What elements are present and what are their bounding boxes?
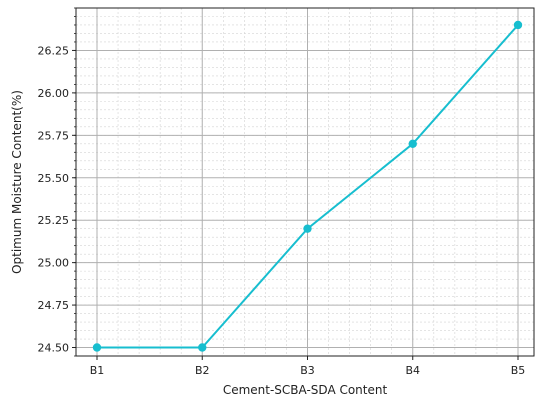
x-tick-label: B1 [90,364,105,377]
y-ticks: 24.50 24.75 25.00 25.25 25.50 25.75 26.00 26.25 [38,8,77,356]
x-tick-label: B4 [405,364,420,377]
major-grid [76,8,534,356]
data-point [409,140,417,148]
data-point [93,343,101,351]
x-tick-label: B3 [300,364,315,377]
y-tick-label: 25.00 [38,257,70,270]
y-axis-label: Optimum Moisture Content(%) [10,90,24,274]
y-tick-label: 26.00 [38,87,70,100]
x-axis-label: Cement-SCBA-SDA Content [223,383,388,397]
x-ticks: B1 B2 B3 B4 B5 [90,356,526,377]
y-tick-label: 25.25 [38,214,70,227]
y-tick-label: 25.50 [38,172,70,185]
data-point [198,343,206,351]
y-tick-label: 25.75 [38,129,70,142]
y-tick-label: 24.50 [38,342,70,355]
minor-grid [76,8,534,356]
x-tick-label: B5 [511,364,526,377]
y-tick-label: 24.75 [38,299,70,312]
data-point [514,21,522,29]
y-tick-label: 26.25 [38,44,70,57]
x-tick-label: B2 [195,364,210,377]
data-point [303,224,311,232]
plot-frame [76,8,534,356]
